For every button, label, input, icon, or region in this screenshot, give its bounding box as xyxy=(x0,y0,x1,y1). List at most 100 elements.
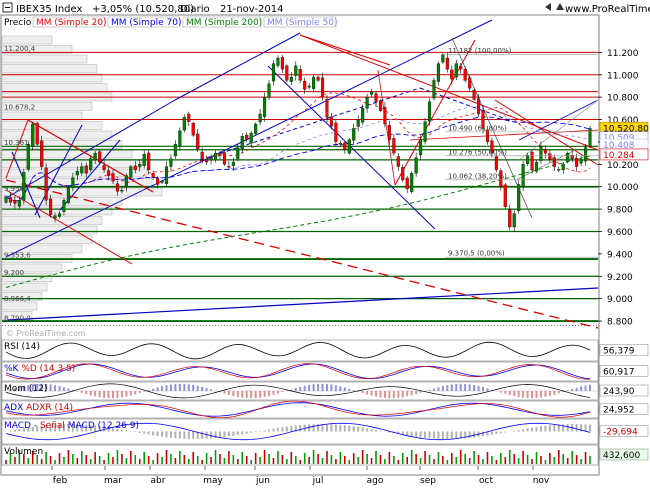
volume-profile-bar xyxy=(1,263,63,273)
volume-profile-bar xyxy=(1,111,83,121)
candle-body xyxy=(129,166,133,178)
candle-body xyxy=(552,157,556,167)
candle-body xyxy=(517,184,521,212)
candle-body xyxy=(356,119,360,127)
candle-body xyxy=(271,63,276,82)
month-label: ago xyxy=(367,476,384,486)
nav-arrows[interactable] xyxy=(545,3,564,11)
timeframe: Diario xyxy=(180,4,210,15)
candle-body xyxy=(316,76,320,81)
header-bar: IBEX35 Index +3,05% (10.520,80) Diario 2… xyxy=(2,2,650,15)
candle-body xyxy=(561,164,565,171)
month-label: feb xyxy=(53,476,68,486)
candle-body xyxy=(200,151,204,159)
axis-tick-label: 9.000 xyxy=(607,295,633,305)
candle-body xyxy=(8,197,13,203)
candle-body xyxy=(307,85,311,88)
candle-body xyxy=(169,158,173,167)
candle-body xyxy=(557,169,561,171)
candle-body xyxy=(191,122,195,136)
candle-body xyxy=(22,172,26,201)
candle-body xyxy=(575,157,579,167)
candle-body xyxy=(459,66,463,70)
watermark-text: © ProRealTime.com xyxy=(6,329,86,338)
ma200-line xyxy=(5,155,591,288)
arrow-up-icon[interactable] xyxy=(556,3,564,10)
candle-body xyxy=(485,129,490,143)
candle-body xyxy=(441,54,445,63)
indicator-value-box xyxy=(599,384,649,397)
indicator-label: MACD - Señal MACD (12 26 9) xyxy=(4,421,139,431)
candle-body xyxy=(182,117,186,131)
axis-tick-label: 9.400 xyxy=(607,250,633,260)
price-label-box xyxy=(599,148,649,161)
axis-tick-label: 11.200 xyxy=(607,49,639,59)
indicator-label: Mom (12) xyxy=(4,384,47,394)
left-level-label: 10.678,2 xyxy=(4,103,35,111)
indicator-value: 432,600 xyxy=(603,451,640,461)
volume-profile-bar xyxy=(1,54,88,64)
candle-body xyxy=(57,213,62,217)
candle-body xyxy=(4,196,8,203)
website-label: www.ProRealTime.com xyxy=(565,4,650,15)
indicator-value: 56,379 xyxy=(603,347,635,357)
candle-body xyxy=(294,65,298,76)
candle-body xyxy=(93,152,97,161)
indicator-label: Volumen xyxy=(4,447,43,457)
indicator-value: -29,694 xyxy=(603,428,638,438)
month-label: mar xyxy=(104,476,122,486)
candle-body xyxy=(13,200,17,204)
candle-body xyxy=(476,98,481,115)
candle-body xyxy=(427,101,432,122)
indicator-label: %K %D (14 3 5) xyxy=(4,364,75,374)
candle-body xyxy=(89,158,93,171)
candle-body xyxy=(450,69,454,80)
price-change: +3,05% (10.520,80) xyxy=(92,4,194,15)
axis-tick-label: 9.800 xyxy=(607,206,633,216)
month-label: sep xyxy=(420,476,436,486)
indicator-label: RSI (14) xyxy=(4,342,40,352)
volume-profile-bar xyxy=(1,301,38,311)
candle-body xyxy=(249,132,253,144)
legend-ma70: MM (Simple 70) xyxy=(111,18,181,28)
indicator-line xyxy=(5,341,591,360)
candle-body xyxy=(548,153,552,161)
indicator-signal-line xyxy=(5,400,591,419)
candle-body xyxy=(138,164,142,167)
candle-body xyxy=(133,165,137,171)
candle-body xyxy=(84,165,88,174)
volume-profile-bar xyxy=(1,282,48,292)
candle-body xyxy=(187,113,191,122)
candle-body xyxy=(566,152,570,162)
price-label-text: 10.284 xyxy=(603,151,635,161)
candle-body xyxy=(254,123,258,134)
volume-profile-bar xyxy=(1,292,43,301)
candle-body xyxy=(392,138,396,154)
watermark: © ProRealTime.com xyxy=(6,329,86,338)
legend-ma200: MM (Simple 200) xyxy=(186,18,262,28)
symbol-title: IBEX35 Index xyxy=(16,4,82,15)
left-level-labels: 11.200,4 10.678,2 10.361 9.950 9.353,6 9.200 8… xyxy=(4,45,36,323)
candle-body xyxy=(530,151,534,171)
candle-body xyxy=(164,166,169,184)
price-label-text: 10.509 xyxy=(603,134,635,144)
candle-body xyxy=(142,154,146,166)
indicator-value-box xyxy=(599,344,649,356)
arrow-left-icon[interactable] xyxy=(545,3,551,11)
candle-body xyxy=(347,139,351,154)
candle-body xyxy=(539,146,543,161)
price-label-text: 10.520,80 xyxy=(603,124,649,134)
candle-body xyxy=(570,154,574,159)
candle-body xyxy=(432,80,436,99)
month-label: nov xyxy=(533,476,550,486)
volume-profile-bar xyxy=(1,35,53,45)
candle-body xyxy=(526,155,530,164)
fib-label: 10.062 (38,20%) xyxy=(448,172,507,180)
indicator-line xyxy=(5,402,591,417)
candle-body xyxy=(40,140,44,167)
fib-label: 10.276 (50,00%) xyxy=(448,148,507,156)
volume-profile-bar xyxy=(1,130,113,140)
candle-body xyxy=(71,177,75,188)
candle-body xyxy=(543,149,547,154)
